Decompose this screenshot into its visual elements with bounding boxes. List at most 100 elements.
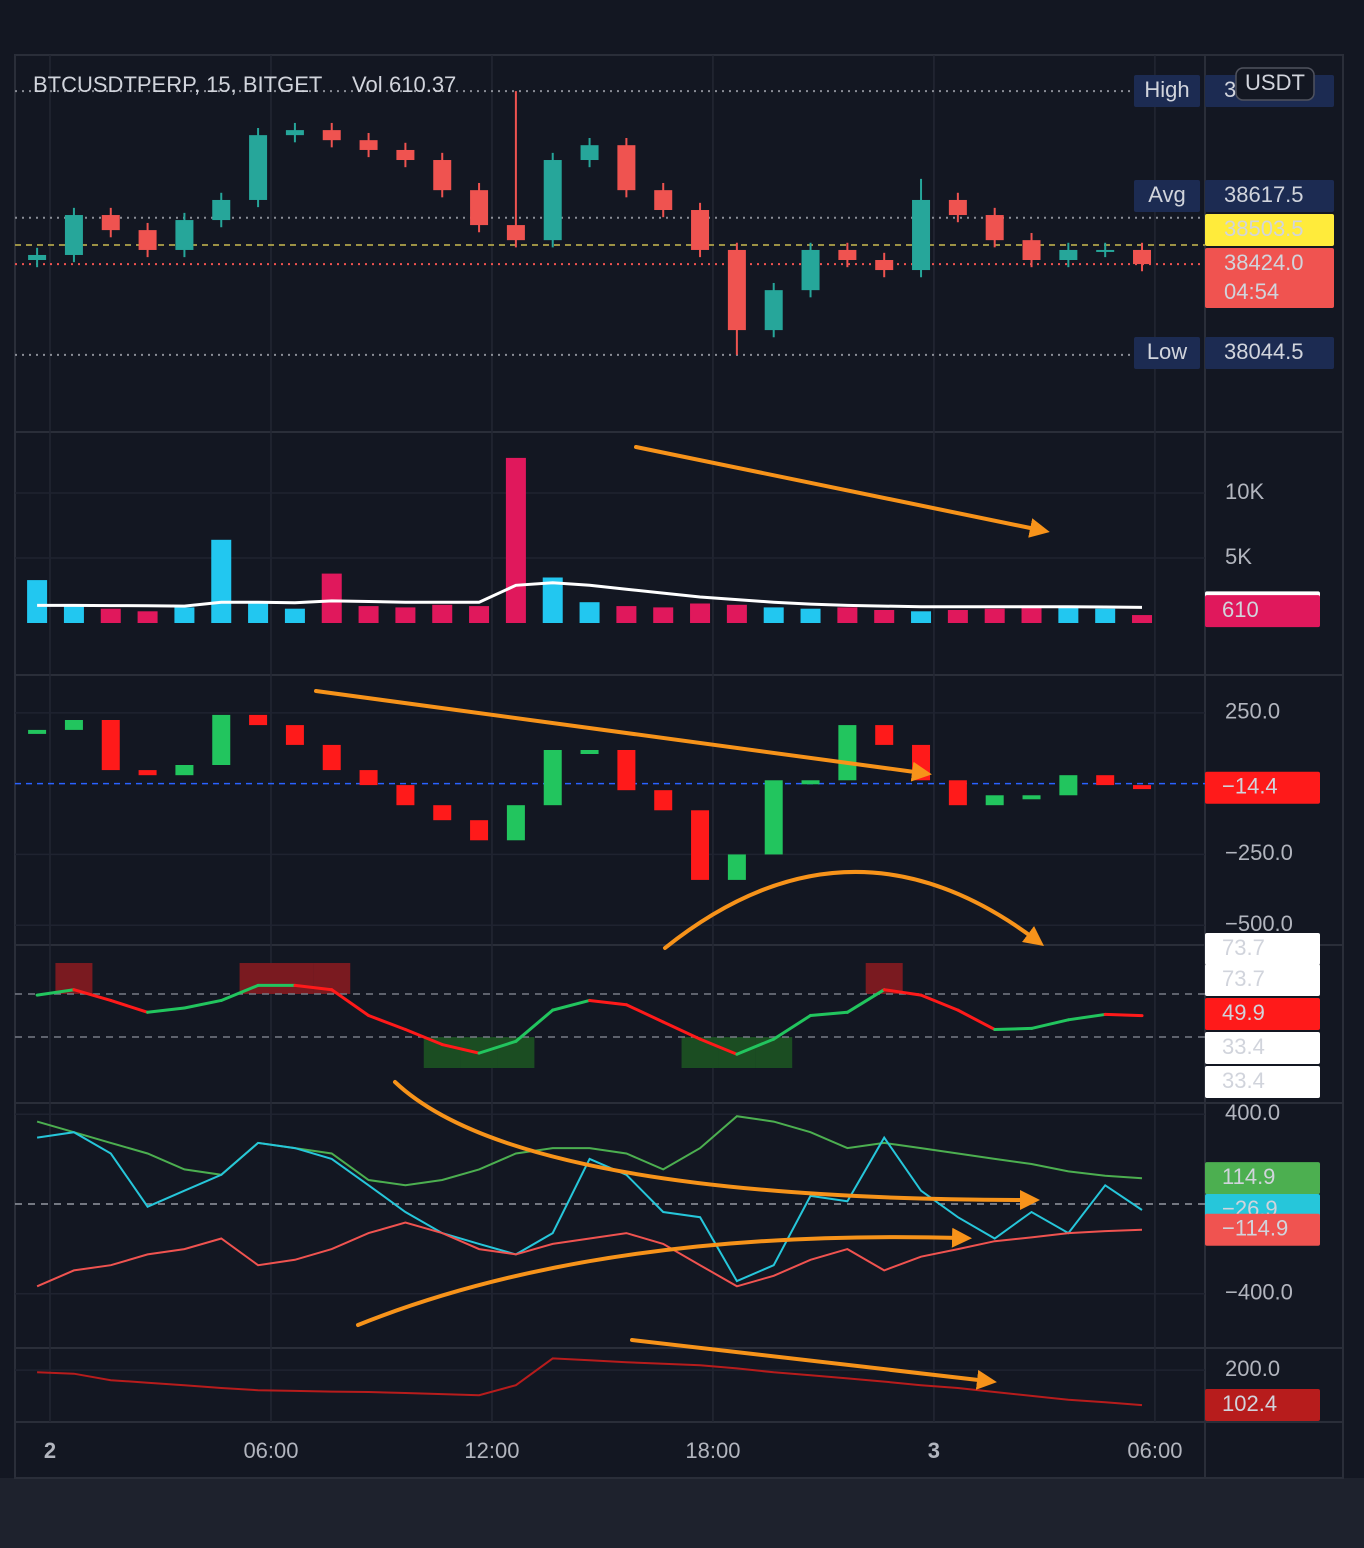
oscillator-block [948, 780, 967, 806]
x-tick-label: 3 [928, 1438, 940, 1463]
x-tick-label: 12:00 [464, 1438, 519, 1463]
oscillator-block [396, 785, 415, 806]
line-segment [1030, 1018, 1070, 1030]
candle-body [506, 225, 525, 241]
line-segment [735, 1037, 776, 1056]
candle-body [470, 190, 489, 226]
series-tag: −114.9 [1222, 1216, 1288, 1241]
candle-body [617, 145, 636, 191]
y-tick-label: 250.0 [1225, 699, 1280, 724]
candle-body [359, 140, 378, 150]
candle-body [654, 190, 673, 211]
y-tick-label: 5K [1225, 544, 1252, 569]
candle-body [64, 215, 83, 255]
volume-bar [690, 603, 711, 623]
candle-body [691, 210, 710, 250]
candle-body [101, 215, 120, 231]
oscillator-block [249, 714, 268, 726]
line-segment [35, 988, 76, 997]
band-tag: 73.7 [1222, 935, 1265, 960]
price-line-name: Low [1147, 339, 1187, 364]
oscillator-block [654, 790, 673, 811]
currency-button [1235, 67, 1315, 101]
rsi-tag: 49.9 [1222, 1000, 1265, 1025]
oscillator-block [506, 805, 525, 841]
volume-bar [432, 604, 453, 623]
oscillator-block [580, 750, 599, 754]
volume-bar [100, 608, 121, 623]
line-series [36, 1221, 1143, 1288]
line-segment [182, 998, 223, 1010]
candle-body [985, 215, 1004, 241]
volume-bar [321, 573, 342, 623]
band-tag-box [1205, 933, 1320, 965]
volume-bar [137, 611, 158, 623]
rsi-tag-box [1205, 998, 1320, 1030]
oscillator-block [764, 780, 783, 855]
overbought-zone [276, 963, 314, 995]
series-tag-box [1205, 1213, 1320, 1246]
series-tag: 102.4 [1222, 1391, 1277, 1416]
price-tag: 38503.5 [1224, 216, 1304, 241]
line-segment [956, 1008, 997, 1031]
y-tick-label: 10K [1225, 479, 1264, 504]
annotation-arrow [393, 1080, 1040, 1210]
candle-body [838, 249, 857, 261]
candle-body [322, 130, 341, 141]
oscillator-block [359, 770, 378, 786]
volume-bar [763, 607, 784, 623]
volume-bar [1021, 607, 1042, 623]
legend-label: Vol [352, 72, 383, 97]
oscillator-block [1022, 795, 1041, 800]
oscillator-block [322, 744, 341, 771]
price-line-name-box [1134, 180, 1200, 212]
candle-body [1133, 249, 1152, 265]
volume-bar [27, 580, 48, 623]
candle-body [801, 249, 820, 291]
band-tag-box [1205, 1032, 1320, 1064]
band-tag-box [1205, 964, 1320, 996]
oscillator-block [875, 725, 894, 745]
oscillator-block [691, 810, 710, 880]
volume-bar [358, 606, 379, 623]
annotation-arrow [634, 445, 1050, 538]
candle-body [764, 290, 783, 331]
oversold-zone [718, 1037, 756, 1069]
oscillator-block [1133, 785, 1152, 790]
line-segment [440, 1043, 481, 1055]
candle-body [249, 135, 268, 200]
oscillator-block [470, 820, 489, 841]
band-tag: 33.4 [1222, 1068, 1265, 1093]
volume-bar [542, 577, 563, 623]
candle-body [912, 199, 931, 271]
oscillator-tag: −14.4 [1222, 774, 1278, 799]
line-segment [330, 988, 371, 1018]
volume-bar [984, 608, 1005, 623]
oscillator-block [1096, 775, 1115, 786]
oscillator-block [912, 744, 931, 781]
price-tag-box [1205, 337, 1334, 369]
candle-body [212, 199, 231, 221]
volume-bar [469, 606, 490, 623]
candle-body [285, 130, 304, 136]
line-segment [551, 998, 592, 1012]
annotation-arrow [356, 1227, 972, 1327]
annotation-arrow [663, 869, 1044, 950]
line-segment [772, 1014, 813, 1041]
line-segment [146, 1006, 186, 1014]
oscillator-block [433, 805, 452, 821]
line-series [37, 1357, 1143, 1407]
oversold-zone [755, 1037, 793, 1069]
volume-bar [1132, 615, 1153, 623]
oscillator-block [985, 795, 1004, 806]
volume-bar [800, 608, 821, 623]
volume-bar [174, 607, 195, 623]
volume-bar [211, 539, 232, 623]
oscillator-block [64, 720, 83, 730]
line-series [37, 581, 1143, 609]
y-tick-label: −500.0 [1225, 911, 1293, 936]
band-tag: 73.7 [1222, 966, 1265, 991]
series-tag-box [1205, 1389, 1320, 1422]
